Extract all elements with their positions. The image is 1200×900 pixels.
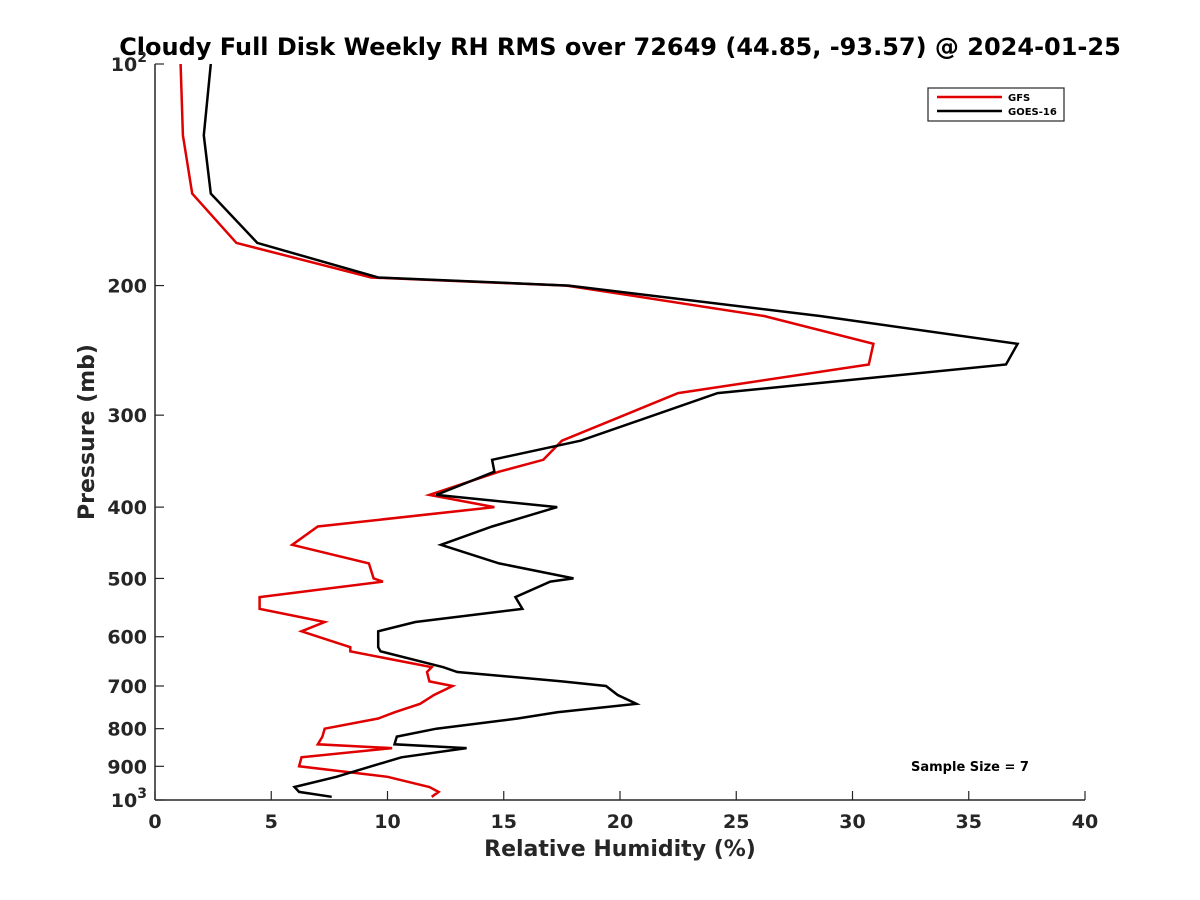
x-tick-label: 30 bbox=[839, 811, 865, 833]
chart-title: Cloudy Full Disk Weekly RH RMS over 7264… bbox=[119, 33, 1121, 61]
x-tick-label: 15 bbox=[491, 811, 517, 833]
legend-box bbox=[927, 87, 1065, 122]
legend-label-goes16: GOES-16 bbox=[1008, 107, 1057, 118]
y-axis-label: Pressure (mb) bbox=[75, 344, 100, 520]
x-tick-label: 35 bbox=[956, 811, 982, 833]
series-line-goes16 bbox=[202, 63, 1020, 799]
x-tick-label: 20 bbox=[607, 811, 633, 833]
y-tick-label: 800 bbox=[107, 719, 147, 741]
legend-label-gfs: GFS bbox=[1008, 93, 1030, 104]
y-tick-label: 200 bbox=[107, 276, 147, 298]
x-axis-label: Relative Humidity (%) bbox=[484, 837, 756, 862]
y-tick-label: 700 bbox=[107, 676, 147, 698]
y-tick-label: 300 bbox=[107, 405, 147, 427]
y-tick-label: 102 bbox=[111, 50, 147, 76]
plot-series bbox=[179, 63, 1020, 799]
sample-size-annotation: Sample Size = 7 bbox=[911, 760, 1029, 775]
y-tick-label: 103 bbox=[111, 786, 147, 812]
x-tick-label: 10 bbox=[374, 811, 400, 833]
x-tick-label: 25 bbox=[723, 811, 749, 833]
y-ticks: 102 200 300 400 500 600 700 800 900 103 bbox=[107, 50, 164, 812]
legend: GFS GOES-16 bbox=[927, 87, 1065, 122]
x-tick-label: 5 bbox=[265, 811, 278, 833]
y-tick-label: 500 bbox=[107, 568, 147, 590]
x-tick-label: 40 bbox=[1072, 811, 1098, 833]
y-tick-label: 600 bbox=[107, 627, 147, 649]
series-line-gfs bbox=[179, 63, 875, 798]
x-tick-label: 0 bbox=[148, 811, 161, 833]
y-tick-label: 900 bbox=[107, 756, 147, 778]
y-tick-label: 400 bbox=[107, 497, 147, 519]
x-ticks: 0 5 10 15 20 25 30 35 40 bbox=[148, 791, 1098, 833]
